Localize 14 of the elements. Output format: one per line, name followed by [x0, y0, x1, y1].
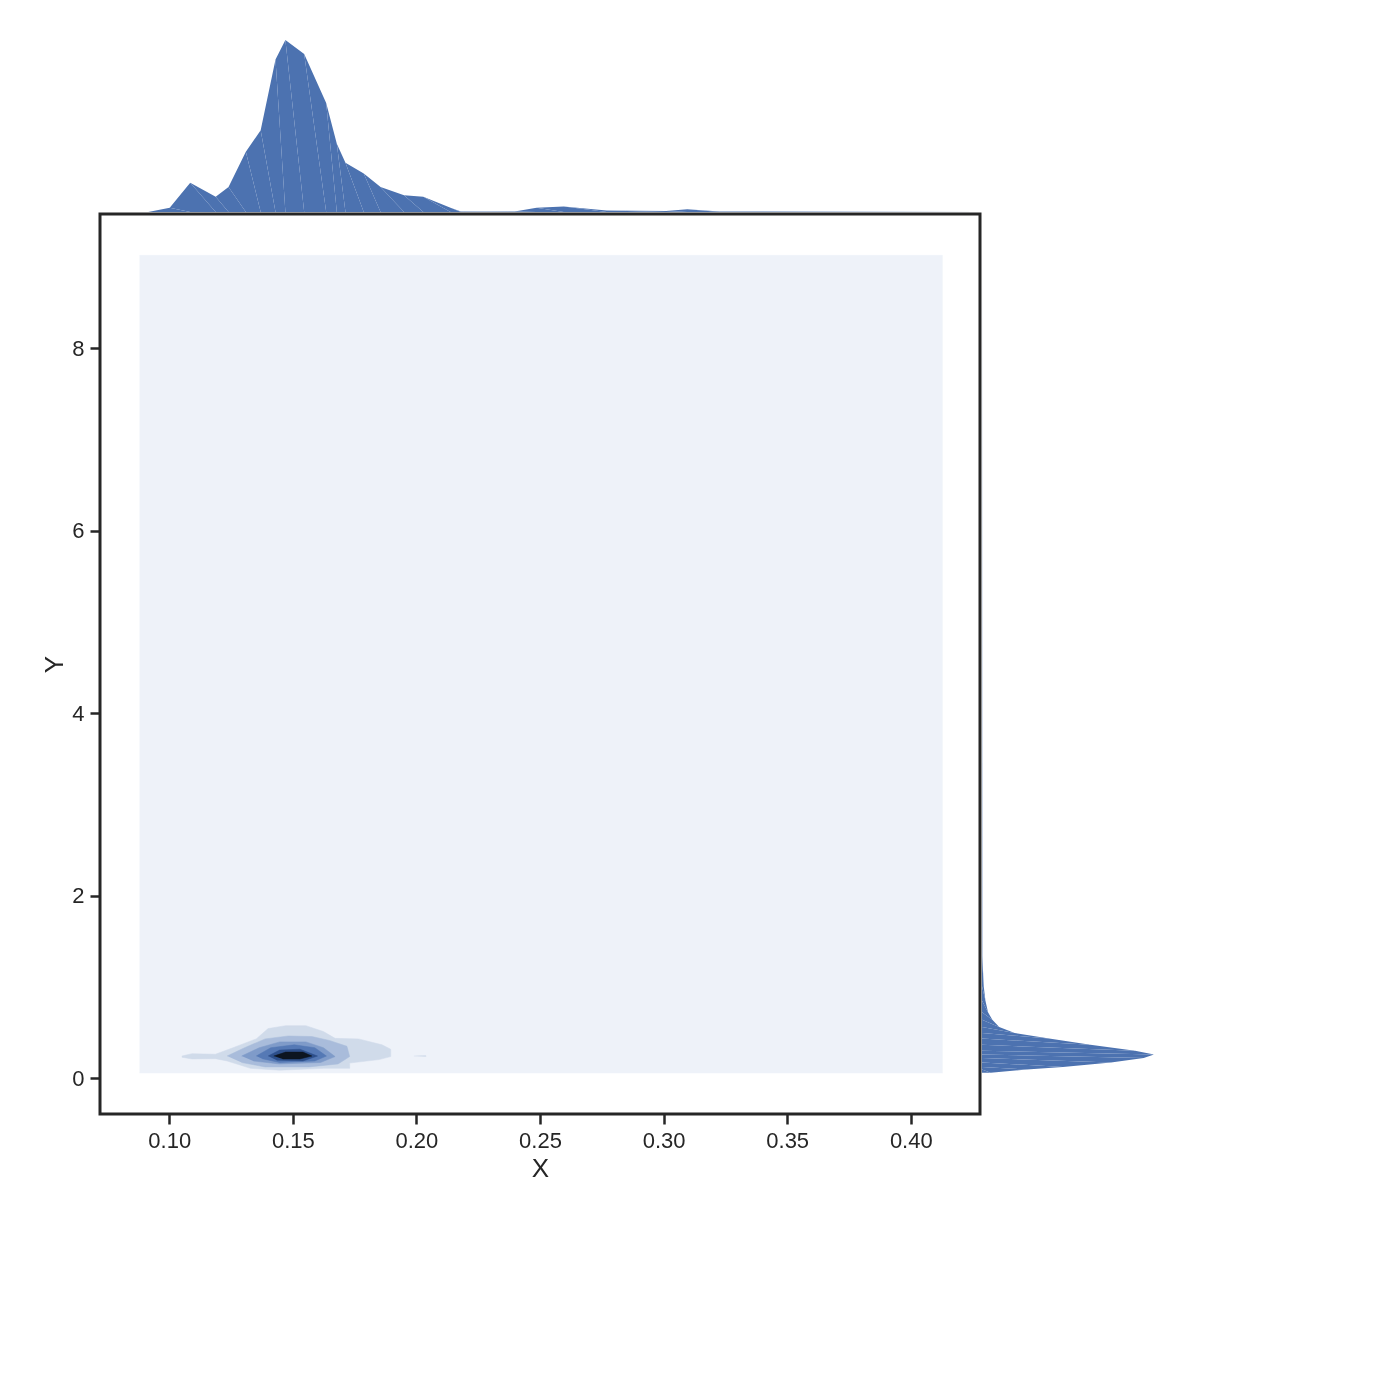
x-tick-label: 0.35 [766, 1127, 810, 1153]
x-tick-label: 0.10 [148, 1127, 192, 1153]
x-tick-label: 0.30 [642, 1127, 686, 1153]
y-tick-label: 6 [72, 518, 85, 544]
y-axis-title: Y [39, 655, 70, 674]
y-tick-label: 8 [72, 335, 85, 361]
x-tick-label: 0.15 [271, 1127, 315, 1153]
y-tick-label: 0 [72, 1065, 85, 1091]
y-tick-label: 4 [72, 700, 85, 726]
x-axis-title: X [531, 1152, 550, 1183]
x-tick-label: 0.40 [889, 1127, 933, 1153]
x-tick-label: 0.20 [395, 1127, 439, 1153]
y-tick-label: 2 [72, 883, 85, 909]
x-tick-label: 0.25 [519, 1127, 562, 1153]
